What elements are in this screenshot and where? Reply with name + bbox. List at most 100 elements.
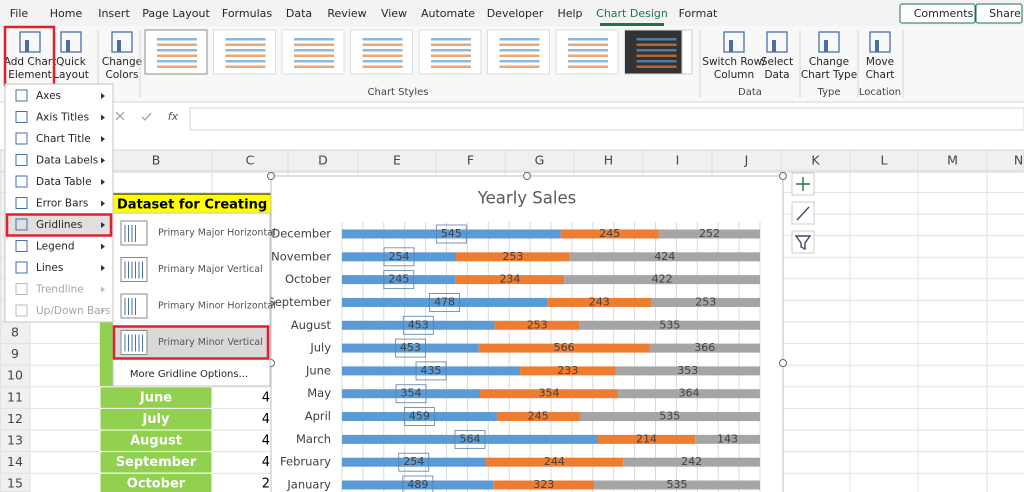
button-icon[interactable] xyxy=(818,31,840,53)
submenu-arrow xyxy=(101,93,105,99)
thumb-bar xyxy=(568,49,608,52)
menu-item[interactable]: Chart Title xyxy=(36,133,91,145)
category-label: December xyxy=(271,227,331,241)
ribbon-tab[interactable]: Developer xyxy=(487,7,544,20)
data-label: 242 xyxy=(681,455,702,468)
submenu-item[interactable]: Primary Major Vertical xyxy=(158,264,263,275)
ribbon-tab[interactable]: Page Layout xyxy=(142,7,210,20)
fx-label[interactable]: fx xyxy=(168,110,179,123)
resize-handle[interactable] xyxy=(523,172,531,180)
ribbon-tab[interactable]: View xyxy=(381,7,407,20)
button-icon[interactable] xyxy=(766,31,788,53)
menu-item[interactable]: Data Labels xyxy=(36,155,98,167)
button-icon[interactable] xyxy=(869,31,891,53)
label-selection xyxy=(402,475,434,492)
menu-item[interactable]: Axes xyxy=(36,90,61,102)
button-icon[interactable] xyxy=(19,31,41,53)
bar-segment xyxy=(593,480,760,490)
top-button-label[interactable]: Comments xyxy=(914,7,974,20)
enter-icon[interactable] xyxy=(141,112,152,121)
category-label: February xyxy=(280,455,331,469)
data-label: 459 xyxy=(409,410,430,423)
submenu-more[interactable]: More Gridline Options... xyxy=(130,369,248,380)
ribbon-button-label[interactable]: Quick xyxy=(56,56,87,68)
ribbon-button-label[interactable]: Change xyxy=(809,56,849,68)
resize-handle[interactable] xyxy=(779,359,787,367)
chart-side-button[interactable] xyxy=(791,230,815,254)
thumb-bar xyxy=(294,38,334,41)
ribbon-button-label[interactable]: Colors xyxy=(106,69,139,81)
value-cell-text: 4 xyxy=(262,412,270,427)
data-label: 435 xyxy=(421,364,442,377)
label-selection xyxy=(394,338,426,358)
submenu-item[interactable]: Primary Minor Horizontal xyxy=(158,301,276,312)
ribbon-tab[interactable]: Chart Design xyxy=(596,7,668,20)
ribbon-button-label[interactable]: Chart xyxy=(866,69,895,81)
ribbon-tab[interactable]: Help xyxy=(557,7,582,20)
thumb-bar xyxy=(362,38,403,41)
button-icon[interactable] xyxy=(111,31,133,53)
chart[interactable]: Yearly Sales December 545 245 252 November 254… xyxy=(267,172,815,492)
ribbon-tab[interactable]: File xyxy=(10,7,29,20)
button-icon-bar xyxy=(729,40,733,52)
cancel-icon[interactable] xyxy=(115,111,125,121)
chart-side-icon xyxy=(794,235,812,251)
data-label: 243 xyxy=(589,295,610,308)
thumb-bar xyxy=(431,60,471,63)
style-scroll[interactable] xyxy=(681,29,693,75)
button-icon-bar xyxy=(824,40,828,52)
category-label: September xyxy=(267,295,331,309)
menu-item[interactable]: Legend xyxy=(36,241,75,253)
thumb-bar xyxy=(294,43,334,46)
top-button[interactable] xyxy=(975,3,1023,24)
submenu-arrow xyxy=(101,286,105,293)
bar-segment xyxy=(695,434,760,444)
thumb-bar xyxy=(157,54,197,57)
ribbon-button-label[interactable]: Chart Type xyxy=(801,69,857,81)
resize-handle[interactable] xyxy=(267,172,275,180)
menu-item[interactable]: Gridlines xyxy=(36,219,82,231)
thumb-bar xyxy=(499,49,540,52)
menu-item[interactable]: Lines xyxy=(36,262,63,274)
ribbon-button-label[interactable]: Data xyxy=(764,69,789,81)
label-selection xyxy=(454,429,486,449)
ribbon-tab[interactable]: Formulas xyxy=(222,7,272,20)
bar-segment xyxy=(493,480,594,490)
bar-segment xyxy=(342,389,481,399)
ribbon-tab[interactable]: Data xyxy=(286,7,312,20)
ribbon-tab[interactable]: Automate xyxy=(421,7,475,20)
thumb-bar xyxy=(568,60,608,63)
ribbon-button-label[interactable]: Element xyxy=(8,69,51,81)
thumb-bar xyxy=(431,43,471,46)
ribbon-button-label[interactable]: Column xyxy=(714,69,754,81)
top-button-label[interactable]: Share xyxy=(989,7,1021,20)
submenu-item[interactable]: Primary Major Horizontal xyxy=(158,228,276,239)
column-header: E xyxy=(393,153,401,168)
button-icon[interactable] xyxy=(723,31,745,53)
ribbon-tab[interactable]: Home xyxy=(50,7,83,20)
thumb-bar xyxy=(157,43,197,46)
ribbon-button-label[interactable]: Add Chart xyxy=(4,56,57,68)
ribbon-button-label[interactable]: Change xyxy=(102,56,142,68)
menu-item[interactable]: Data Table xyxy=(36,176,92,188)
ribbon-button-label[interactable]: Move xyxy=(866,56,894,68)
bar-segment xyxy=(564,275,760,285)
ribbon-button-label[interactable]: Switch Row/ xyxy=(702,56,766,68)
bar-segment xyxy=(649,343,760,353)
data-label: 535 xyxy=(666,478,687,491)
button-icon[interactable] xyxy=(60,31,82,53)
resize-handle[interactable] xyxy=(779,172,787,180)
ribbon-tab[interactable]: Review xyxy=(327,7,366,20)
ribbon-button-label[interactable]: Layout xyxy=(53,69,89,81)
menu-item[interactable]: Error Bars xyxy=(36,198,88,210)
ribbon-button-label[interactable]: Select xyxy=(761,56,793,68)
menu-panel xyxy=(4,83,114,323)
top-button[interactable] xyxy=(899,3,976,24)
menu-item[interactable]: Axis Titles xyxy=(36,112,89,124)
submenu-item[interactable]: Primary Minor Vertical xyxy=(158,337,263,348)
formula-input[interactable] xyxy=(189,107,1024,131)
ribbon-tab[interactable]: Insert xyxy=(98,7,130,20)
ribbon-tab[interactable]: Format xyxy=(679,7,718,20)
thumb-bar xyxy=(294,49,334,52)
bar-segment xyxy=(579,412,760,422)
